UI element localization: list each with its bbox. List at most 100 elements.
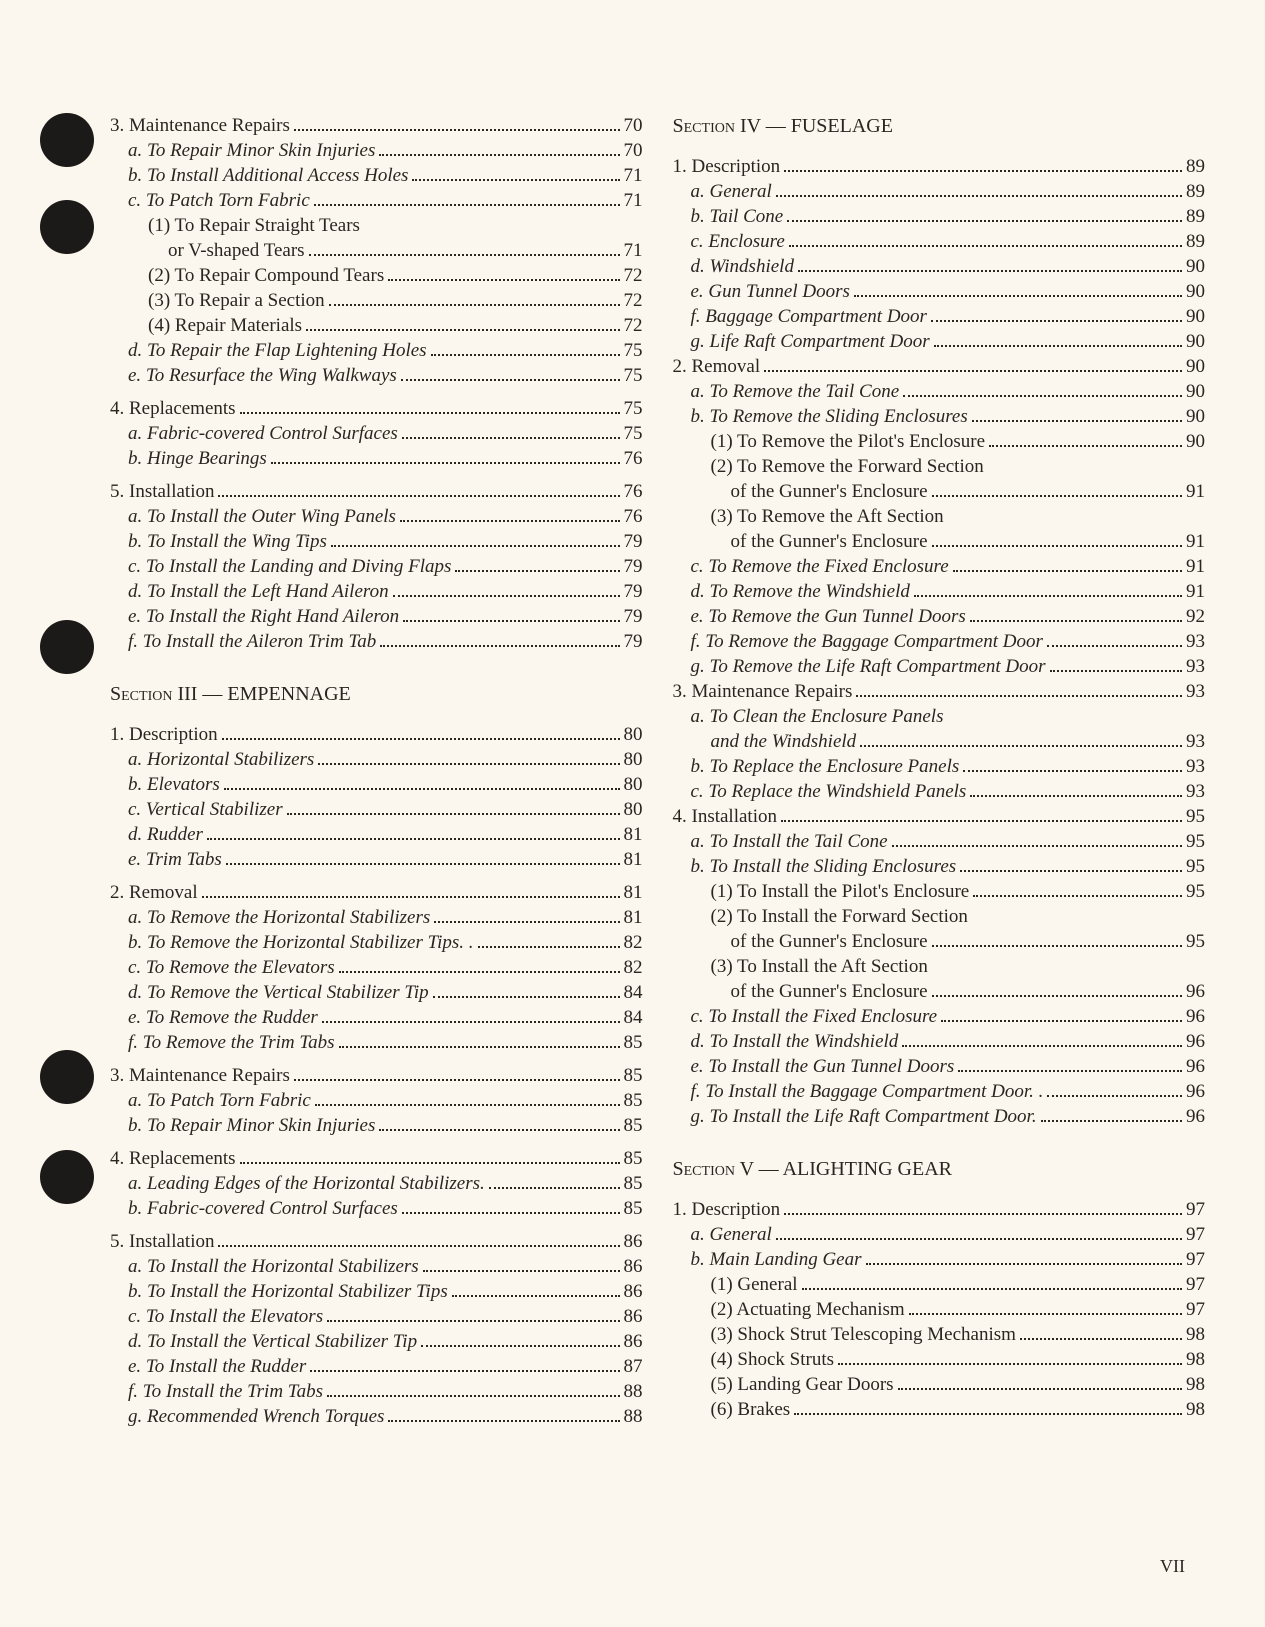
toc-text: c. To Remove the Elevators xyxy=(128,957,335,979)
toc-page-number: 79 xyxy=(624,556,643,578)
toc-page-number: 81 xyxy=(624,907,643,929)
toc-page-number: 96 xyxy=(1186,1056,1205,1078)
right-column: Section IV — FUSELAGE1. Description89a. … xyxy=(673,115,1206,1431)
leader-dots xyxy=(789,245,1182,247)
toc-entry: e. To Remove the Rudder84 xyxy=(110,1007,643,1029)
leader-dots xyxy=(784,1213,1182,1215)
toc-entry: 4. Replacements85 xyxy=(110,1148,643,1170)
leader-dots xyxy=(903,395,1182,397)
toc-entry: 2. Removal81 xyxy=(110,882,643,904)
leader-dots xyxy=(388,279,619,281)
toc-entry: f. Baggage Compartment Door90 xyxy=(673,306,1206,328)
leader-dots xyxy=(892,845,1182,847)
toc-entry: a. Leading Edges of the Horizontal Stabi… xyxy=(110,1173,643,1195)
toc-page-number: 85 xyxy=(624,1173,643,1195)
toc-text: f. To Install the Baggage Compartment Do… xyxy=(691,1081,1044,1103)
leader-dots xyxy=(423,1270,620,1272)
leader-dots xyxy=(224,788,620,790)
toc-text: a. Fabric-covered Control Surfaces xyxy=(128,423,398,445)
toc-entry: (5) Landing Gear Doors98 xyxy=(673,1374,1206,1396)
toc-page-number: 84 xyxy=(624,982,643,1004)
leader-dots xyxy=(931,320,1182,322)
toc-text: b. Fabric-covered Control Surfaces xyxy=(128,1198,398,1220)
toc-page-number: 86 xyxy=(624,1331,643,1353)
toc-text: d. To Install the Left Hand Aileron xyxy=(128,581,389,603)
leader-dots xyxy=(794,1413,1182,1415)
toc-page-number: 87 xyxy=(624,1356,643,1378)
toc-page-number: 70 xyxy=(624,140,643,162)
toc-page-number: 76 xyxy=(624,448,643,470)
toc-entry: a. Horizontal Stabilizers80 xyxy=(110,749,643,771)
toc-text: 2. Removal xyxy=(673,356,761,378)
toc-text: b. To Install the Sliding Enclosures xyxy=(691,856,957,878)
toc-entry: 1. Description97 xyxy=(673,1199,1206,1221)
toc-entry: (4) Shock Struts98 xyxy=(673,1349,1206,1371)
toc-page-number: 79 xyxy=(624,581,643,603)
leader-dots xyxy=(294,129,620,131)
toc-text: c. To Install the Fixed Enclosure xyxy=(691,1006,938,1028)
toc-page-number: 89 xyxy=(1186,206,1205,228)
toc-entry: g. Life Raft Compartment Door90 xyxy=(673,331,1206,353)
leader-dots xyxy=(764,370,1182,372)
toc-entry: e. To Remove the Gun Tunnel Doors92 xyxy=(673,606,1206,628)
leader-dots xyxy=(932,495,1182,497)
toc-page-number: 81 xyxy=(624,882,643,904)
toc-entry: c. To Patch Torn Fabric71 xyxy=(110,190,643,212)
toc-entry: d. To Install the Left Hand Aileron 79 xyxy=(110,581,643,603)
toc-text: e. To Remove the Gun Tunnel Doors xyxy=(691,606,966,628)
toc-text: (5) Landing Gear Doors xyxy=(711,1374,894,1396)
toc-text: (3) To Install the Aft Section xyxy=(711,956,928,978)
toc-page-number: 98 xyxy=(1186,1324,1205,1346)
leader-dots xyxy=(914,595,1182,597)
toc-text: d. To Install the Windshield xyxy=(691,1031,899,1053)
toc-page-number: 93 xyxy=(1186,656,1205,678)
toc-entry: and the Windshield93 xyxy=(673,731,1206,753)
toc-text: a. General xyxy=(691,181,772,203)
toc-text: (1) To Remove the Pilot's Enclosure xyxy=(711,431,986,453)
toc-page-number: 72 xyxy=(624,265,643,287)
binding-hole xyxy=(40,200,94,254)
leader-dots xyxy=(909,1313,1182,1315)
toc-text: 1. Description xyxy=(673,156,781,178)
spacer xyxy=(110,1140,643,1148)
toc-page-number: 90 xyxy=(1186,281,1205,303)
toc-page-number: 89 xyxy=(1186,181,1205,203)
toc-entry: g. To Remove the Life Raft Compartment D… xyxy=(673,656,1206,678)
spacer xyxy=(110,874,643,882)
toc-entry: b. Main Landing Gear97 xyxy=(673,1249,1206,1271)
toc-page-number: 70 xyxy=(624,115,643,137)
toc-page-number: 85 xyxy=(624,1065,643,1087)
toc-text: (2) To Install the Forward Section xyxy=(711,906,968,928)
toc-entry: d. Windshield90 xyxy=(673,256,1206,278)
toc-text: b. Hinge Bearings xyxy=(128,448,267,470)
toc-entry: (3) Shock Strut Telescoping Mechanism98 xyxy=(673,1324,1206,1346)
toc-entry: d. To Repair the Flap Lightening Holes75 xyxy=(110,340,643,362)
toc-text: c. Enclosure xyxy=(691,231,785,253)
toc-text: (3) To Remove the Aft Section xyxy=(711,506,944,528)
leader-dots xyxy=(226,863,620,865)
toc-page-number: 96 xyxy=(1186,981,1205,1003)
toc-page-number: 89 xyxy=(1186,231,1205,253)
leader-dots xyxy=(393,595,620,597)
leader-dots xyxy=(271,462,620,464)
toc-entry: a. General97 xyxy=(673,1224,1206,1246)
toc-entry: (1) General97 xyxy=(673,1274,1206,1296)
leader-dots xyxy=(331,545,620,547)
binding-hole xyxy=(40,1050,94,1104)
toc-entry: 1. Description80 xyxy=(110,724,643,746)
toc-text: b. Main Landing Gear xyxy=(691,1249,862,1271)
leader-dots xyxy=(433,996,620,998)
leader-dots xyxy=(1041,1120,1182,1122)
leader-dots xyxy=(932,995,1182,997)
leader-dots xyxy=(401,379,620,381)
leader-dots xyxy=(489,1187,620,1189)
toc-entry: e. To Install the Rudder87 xyxy=(110,1356,643,1378)
toc-page-number: 97 xyxy=(1186,1199,1205,1221)
toc-entry: d. To Remove the Vertical Stabilizer Tip… xyxy=(110,982,643,1004)
toc-entry: (6) Brakes98 xyxy=(673,1399,1206,1421)
toc-text: 1. Description xyxy=(110,724,218,746)
leader-dots xyxy=(941,1020,1182,1022)
toc-page-number: 79 xyxy=(624,531,643,553)
toc-page-number: 93 xyxy=(1186,681,1205,703)
leader-dots xyxy=(309,254,620,256)
